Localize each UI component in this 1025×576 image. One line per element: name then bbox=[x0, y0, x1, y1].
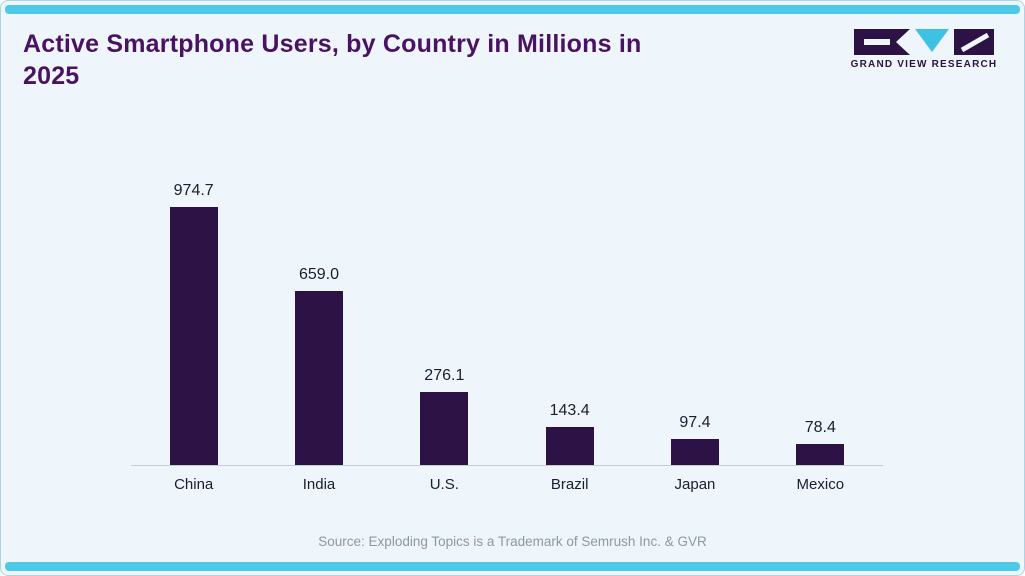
bar-value-label: 659.0 bbox=[298, 265, 340, 283]
x-axis-labels: China India U.S. Brazil Japan Mexico bbox=[131, 466, 883, 493]
bar-value-label: 97.4 bbox=[679, 414, 711, 432]
gvr-logo: GRAND VIEW RESEARCH bbox=[850, 29, 998, 70]
x-axis-label: Brazil bbox=[550, 476, 589, 493]
bar-column: 143.4 bbox=[507, 402, 632, 465]
bar-value-label: 143.4 bbox=[549, 402, 590, 419]
bar-value-label: 974.7 bbox=[173, 182, 214, 199]
chart-title: Active Smartphone Users, by Country in M… bbox=[23, 30, 642, 90]
bar-value-label: 78.4 bbox=[804, 419, 836, 437]
bar-column: 97.4 bbox=[632, 414, 757, 465]
gvr-logo-icon bbox=[854, 29, 994, 55]
x-axis-label: Mexico bbox=[796, 476, 845, 493]
x-axis-label: Japan bbox=[674, 476, 716, 493]
bar-value-label: 276.1 bbox=[424, 366, 465, 384]
bar bbox=[420, 391, 469, 465]
bar bbox=[169, 207, 218, 465]
top-accent-bar bbox=[5, 5, 1020, 14]
x-axis-label: U.S. bbox=[429, 476, 459, 493]
plot-area: 974.7 659.0 276.1 143.4 97.4 78.4 bbox=[131, 149, 883, 466]
x-axis-label: China bbox=[174, 476, 214, 493]
source-note: Source: Exploding Topics is a Trademark … bbox=[318, 534, 707, 549]
x-axis-label: India bbox=[302, 476, 336, 493]
bar bbox=[545, 427, 594, 465]
bar-column: 78.4 bbox=[758, 419, 883, 465]
bar bbox=[294, 290, 343, 465]
bar-chart: 974.7 659.0 276.1 143.4 97.4 78.4 China India U… bbox=[131, 149, 883, 493]
bar-column: 974.7 bbox=[131, 182, 256, 465]
gvr-logo-text: GRAND VIEW RESEARCH bbox=[850, 59, 998, 70]
bottom-accent-bar bbox=[5, 562, 1020, 571]
bar bbox=[670, 439, 719, 465]
bar-column: 276.1 bbox=[382, 367, 507, 465]
bar-column: 659.0 bbox=[256, 266, 381, 465]
bar bbox=[796, 444, 845, 465]
